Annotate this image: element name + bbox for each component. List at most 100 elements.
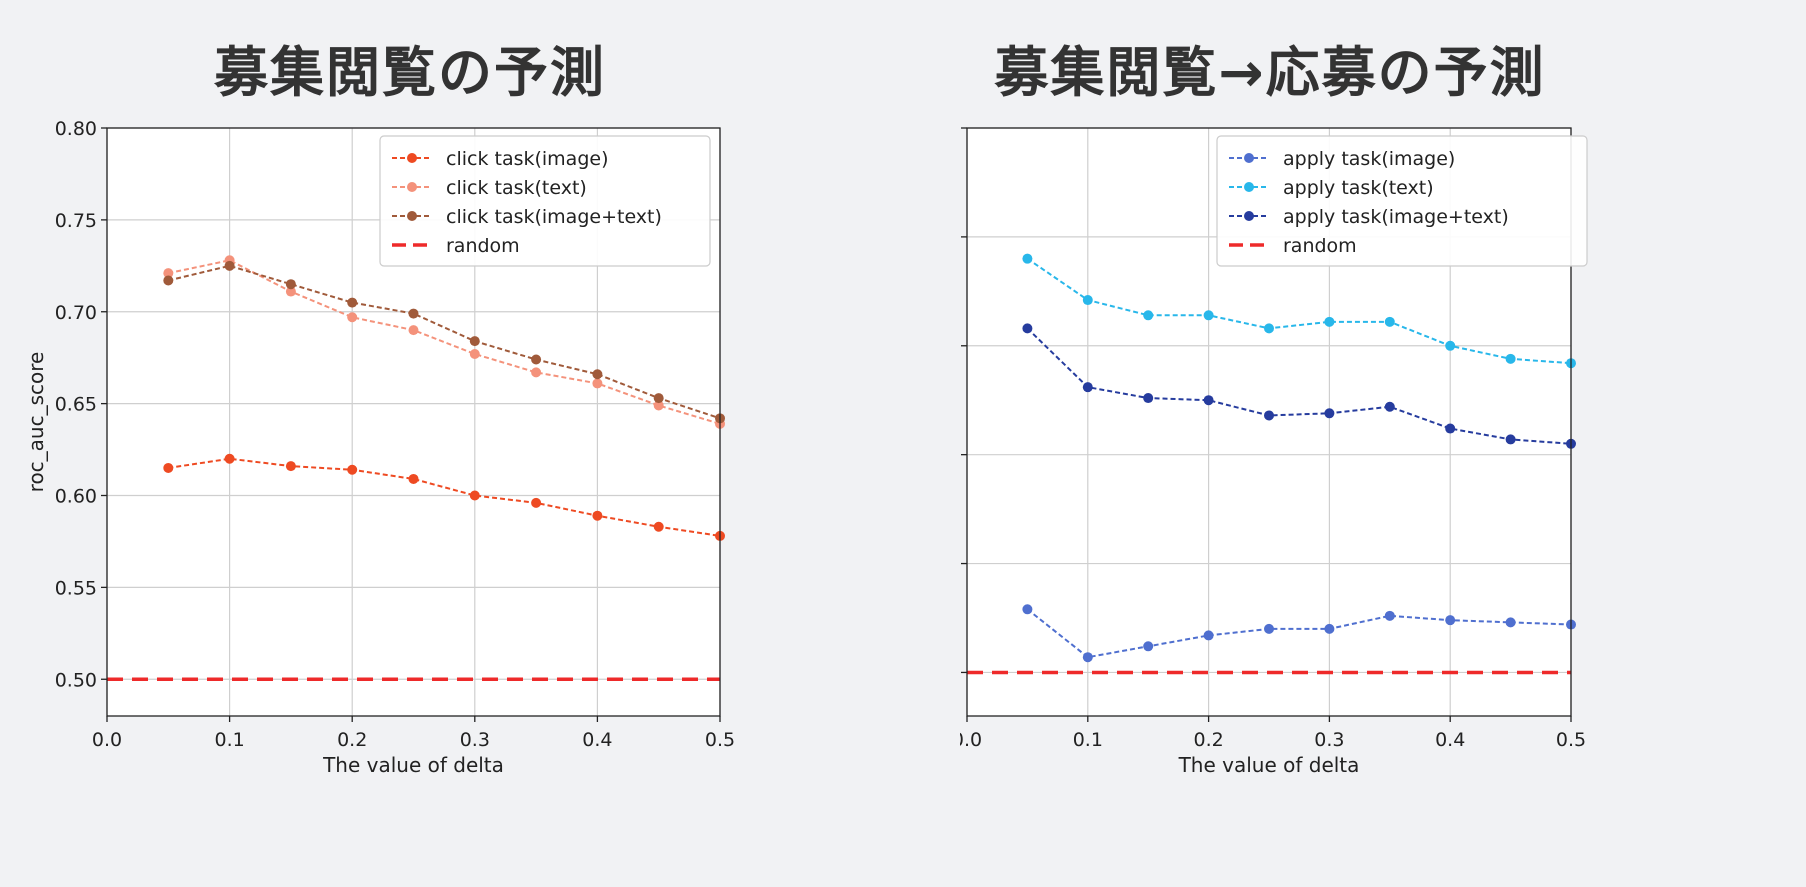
x-axis-label: The value of delta	[1178, 753, 1360, 777]
legend-marker	[1244, 153, 1254, 163]
line-chart-click: 0.0 0.1 0.2 0.3 0.4 0.5 0.50 0.55 0.60 0.65 0.70 0.…	[24, 118, 735, 777]
y-axis-label: roc_auc_score	[24, 352, 48, 493]
data-point	[1143, 310, 1154, 321]
data-point	[408, 308, 419, 319]
legend-marker	[407, 211, 417, 221]
legend-box	[1216, 135, 1588, 267]
data-point	[1082, 382, 1093, 393]
axes-frame	[966, 127, 1572, 717]
x-tick-label: 0.4	[582, 729, 612, 751]
data-point	[592, 378, 603, 389]
data-point	[1143, 641, 1154, 652]
data-point	[1445, 615, 1456, 626]
data-point	[653, 521, 664, 532]
data-point	[224, 260, 235, 271]
data-point	[531, 367, 542, 378]
y-tick-label: 0.80	[55, 118, 97, 140]
data-point	[408, 473, 419, 484]
data-point	[163, 275, 174, 286]
x-tick-label: 0.0	[960, 729, 982, 751]
y-tick-label: 0.75	[55, 210, 97, 232]
data-point	[1264, 410, 1274, 421]
data-point	[285, 279, 296, 290]
axes-frame	[106, 127, 721, 717]
legend-label: random	[1283, 235, 1357, 257]
data-point	[163, 268, 174, 279]
data-point	[1324, 316, 1335, 327]
chart-title-right: 募集閲覧→応募の予測	[994, 41, 1546, 104]
series-line	[1026, 327, 1572, 445]
data-point	[1445, 340, 1456, 351]
data-point	[531, 354, 542, 365]
legend-label: random	[446, 235, 520, 257]
data-point	[285, 286, 296, 297]
y-tick-label: 0.65	[55, 394, 97, 416]
y-tick-label: 0.60	[55, 486, 97, 508]
legend-label: click task(text)	[446, 177, 587, 199]
data-point	[224, 453, 235, 464]
legend: apply task(image) apply task(text) apply t…	[1216, 135, 1588, 267]
y-tick-label: 0.50	[55, 669, 97, 691]
legend-label: apply task(text)	[1283, 177, 1434, 199]
data-point	[347, 464, 358, 475]
data-point	[1022, 323, 1033, 334]
data-point	[1505, 434, 1516, 445]
data-point	[163, 462, 174, 473]
x-tick-label: 0.5	[705, 729, 735, 751]
y-tick-label: 0.55	[55, 577, 97, 599]
data-point	[347, 297, 358, 308]
data-point	[1384, 316, 1395, 327]
x-tick-label: 0.1	[1073, 729, 1103, 751]
data-point	[531, 497, 542, 508]
data-point	[1264, 323, 1274, 334]
data-point	[1264, 623, 1274, 634]
data-point	[1203, 395, 1214, 406]
data-point	[469, 490, 480, 501]
data-point	[347, 312, 358, 323]
data-point	[1445, 423, 1456, 434]
data-point	[653, 393, 664, 404]
x-tick-label: 0.3	[460, 729, 490, 751]
chart-title-left: 募集閲覧の予測	[214, 41, 606, 104]
legend-marker	[1244, 211, 1254, 221]
y-tick-label: 0.70	[55, 302, 97, 324]
data-point	[592, 369, 603, 380]
data-point	[1082, 295, 1093, 306]
data-point	[592, 510, 603, 521]
legend-marker	[1244, 182, 1254, 192]
data-point	[285, 461, 296, 472]
data-point	[653, 400, 664, 411]
legend-label: apply task(image+text)	[1283, 206, 1509, 228]
x-tick-label: 0.2	[1193, 729, 1223, 751]
x-tick-label: 0.0	[92, 729, 122, 751]
legend: click task(image) click task(text) click t…	[379, 135, 711, 267]
series-line	[168, 264, 721, 420]
data-point	[1324, 623, 1335, 634]
line-chart-apply: 0.00.10.20.30.40.50.500.550.600.650.700.…	[960, 127, 1588, 777]
x-axis-label: The value of delta	[322, 753, 504, 777]
data-point	[1203, 310, 1214, 321]
x-tick-label: 0.5	[1556, 729, 1586, 751]
x-tick-label: 0.4	[1435, 729, 1465, 751]
data-point	[1384, 401, 1395, 412]
legend-label: click task(image+text)	[446, 206, 662, 228]
data-point	[1505, 617, 1516, 628]
series-line	[1026, 257, 1572, 365]
legend-label: apply task(image)	[1283, 148, 1455, 170]
data-point	[469, 336, 480, 347]
x-tick-label: 0.2	[337, 729, 367, 751]
data-point	[408, 325, 419, 336]
x-tick-label: 0.3	[1314, 729, 1344, 751]
data-point	[1022, 253, 1033, 264]
data-point	[1143, 393, 1154, 404]
series-line	[168, 457, 721, 537]
data-point	[1203, 630, 1214, 641]
series-line	[1026, 608, 1572, 659]
legend-marker	[407, 153, 417, 163]
legend-marker	[407, 182, 417, 192]
data-point	[1324, 408, 1335, 419]
legend-box	[379, 135, 711, 267]
data-point	[1505, 353, 1516, 364]
legend-label: click task(image)	[446, 148, 609, 170]
x-tick-label: 0.1	[214, 729, 244, 751]
